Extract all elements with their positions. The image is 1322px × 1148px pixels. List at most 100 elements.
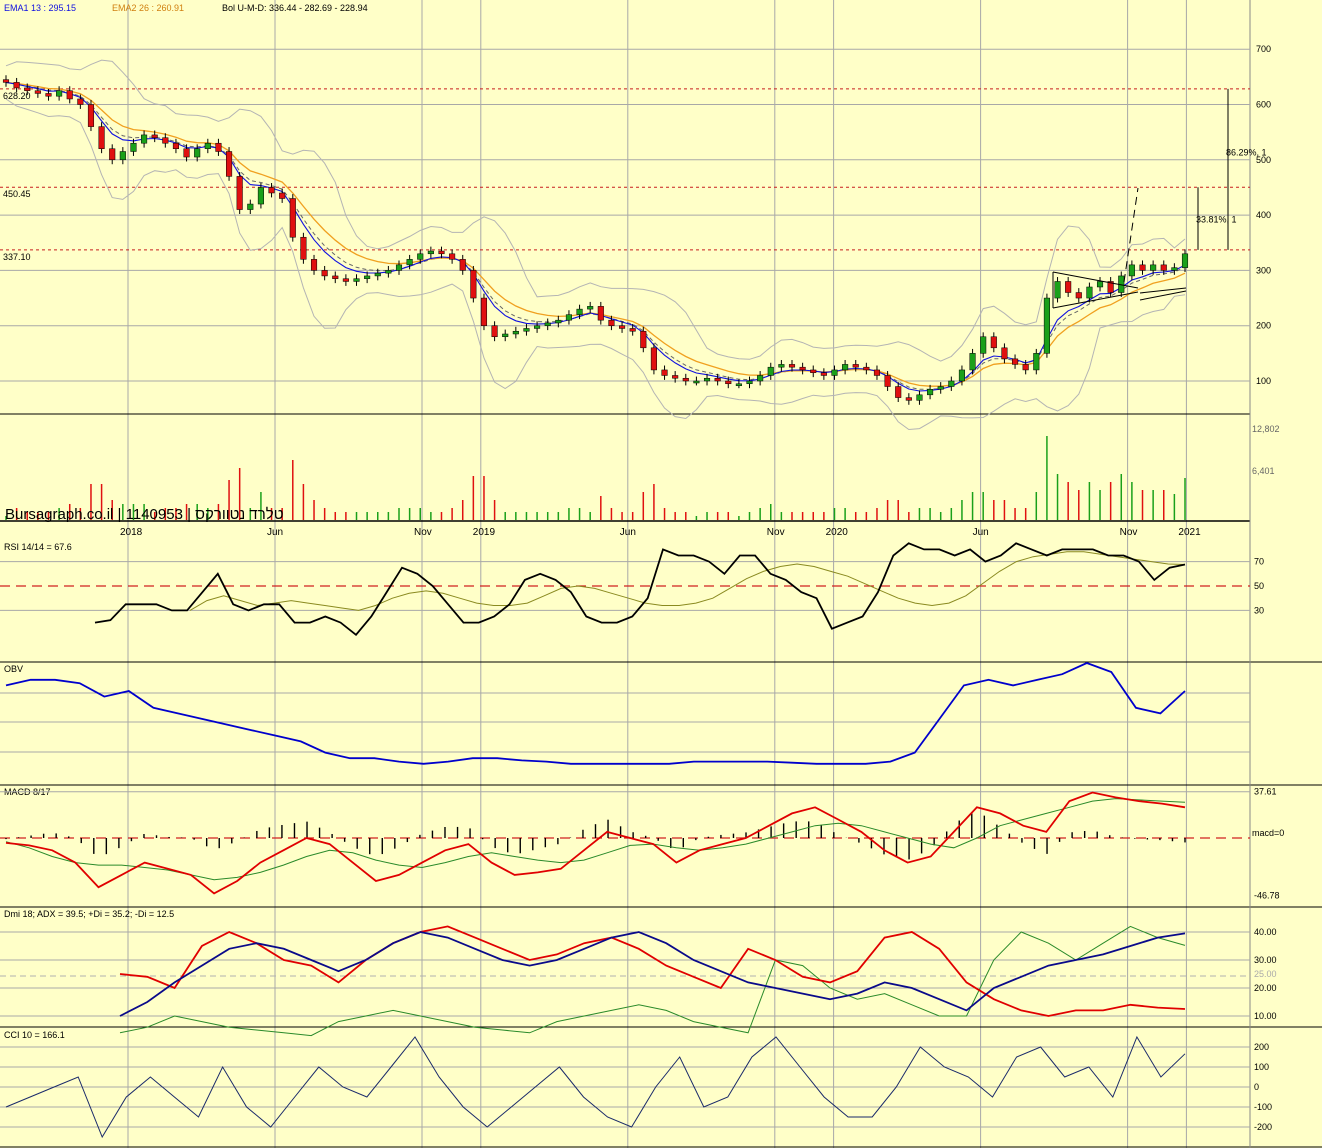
cci-line <box>5 1035 1186 1139</box>
candle-body <box>310 259 318 271</box>
candle-body <box>1086 286 1093 299</box>
cci-axis: 200 100 0 -100 -200 <box>0 1042 1272 1132</box>
plus-di-line <box>119 925 1186 1037</box>
macd-axis: 37.61 macd=0 -46.78 <box>0 787 1284 901</box>
candle-body <box>141 134 148 144</box>
adx-line <box>119 931 1186 1017</box>
candle-body <box>958 369 965 382</box>
candle-body <box>119 151 126 161</box>
candle-body <box>2 79 10 83</box>
candle-body <box>523 328 530 332</box>
macd-tick: 37.61 <box>1254 787 1277 797</box>
candle-body <box>24 87 31 91</box>
candle-body <box>544 322 551 326</box>
candle-body <box>916 394 923 401</box>
candle-body <box>279 192 286 199</box>
rsi-tick: 50 <box>1254 581 1264 591</box>
candle-body <box>619 325 626 329</box>
candle-body <box>427 250 434 255</box>
level-label: 450.45 <box>3 189 31 199</box>
candle-body <box>767 366 774 376</box>
candle-body <box>852 364 859 368</box>
candle-body <box>87 104 95 127</box>
rsi-tick: 30 <box>1254 605 1264 615</box>
candle-body <box>183 148 190 158</box>
volume-axis: 12,802 6,401 <box>1252 424 1280 476</box>
candle-body <box>151 134 158 138</box>
candle-body <box>1096 281 1104 288</box>
candle-body <box>927 389 934 396</box>
candle-body <box>204 142 211 149</box>
candle-body <box>725 380 732 385</box>
candle-body <box>1065 281 1072 293</box>
candle-body <box>162 137 169 144</box>
date-label: 2019 <box>473 527 496 538</box>
rsi-tick: 70 <box>1254 557 1264 567</box>
resistance-levels: 628.20 450.45 337.10 <box>0 88 1250 262</box>
candle-body <box>491 325 498 338</box>
rsi-axis: 70 50 30 <box>0 557 1264 615</box>
candle-body <box>395 264 403 271</box>
dmi-tick: 30.00 <box>1254 955 1277 965</box>
volume-bars <box>5 436 1186 520</box>
candle-body <box>1033 353 1040 371</box>
candle-body <box>1171 267 1178 271</box>
candle-body <box>799 366 806 371</box>
date-label: 2018 <box>120 527 143 538</box>
candle-body <box>693 380 700 384</box>
cci-tick: 200 <box>1254 1042 1269 1052</box>
candle-body <box>321 270 328 277</box>
candle-body <box>1128 264 1135 277</box>
price-tick: 200 <box>1256 321 1271 331</box>
annotation-label: 33.81%, 1 <box>1196 215 1237 225</box>
candle-body <box>842 364 849 371</box>
vertical-gridlines <box>127 0 1187 1148</box>
price-tick: 100 <box>1256 376 1271 386</box>
candle-body <box>512 330 519 335</box>
candle-body <box>735 383 742 387</box>
candle-body <box>1150 264 1157 271</box>
candle-body <box>757 375 764 382</box>
candle-body <box>937 386 944 390</box>
candle-body <box>332 275 339 279</box>
candle-body <box>98 126 105 149</box>
macd-histogram <box>5 813 1186 860</box>
candle-body <box>438 250 445 255</box>
candle-body <box>587 306 594 310</box>
candle-body <box>172 142 179 149</box>
candle-body <box>778 364 785 368</box>
date-label: Jun <box>267 527 283 538</box>
cci-title: CCI 10 = 166.1 <box>4 1030 65 1040</box>
candle-body <box>863 366 870 371</box>
dmi-tick: 25.00 <box>1254 969 1277 979</box>
candle-body <box>555 319 562 324</box>
candle-body <box>385 270 392 274</box>
date-label: Nov <box>1120 527 1138 538</box>
candle-body <box>608 319 615 326</box>
candle-body <box>109 148 116 161</box>
candle-body <box>1139 264 1146 271</box>
watermark: Bursagraph.co.il | 1140953 | טלרד נטוורק… <box>5 506 284 523</box>
candle-body <box>480 297 488 326</box>
cci-tick: -100 <box>1254 1102 1272 1112</box>
candle-body <box>576 308 583 315</box>
rsi-signal-line <box>189 551 1186 611</box>
candle-body <box>226 151 233 177</box>
candle-body <box>459 259 466 271</box>
candle-body <box>247 203 254 210</box>
candle-body <box>77 98 84 105</box>
cci-tick: 0 <box>1254 1082 1259 1092</box>
price-tick: 400 <box>1256 210 1271 220</box>
bollinger-readout: Bol U-M-D: 336.44 - 282.69 - 228.94 <box>222 3 368 13</box>
price-tick: 700 <box>1256 44 1271 54</box>
candle-body <box>980 336 987 354</box>
dmi-tick: 40.00 <box>1254 927 1277 937</box>
candle-body <box>905 397 912 401</box>
dmi-title: Dmi 18; ADX = 39.5; +Di = 35.2; -Di = 12… <box>4 909 174 919</box>
candle-body <box>1001 347 1008 360</box>
candle-body <box>300 236 307 260</box>
date-label: 2020 <box>826 527 849 538</box>
candle-body <box>565 314 572 321</box>
candle-body <box>66 90 73 100</box>
macd-signal-line <box>5 798 1186 881</box>
